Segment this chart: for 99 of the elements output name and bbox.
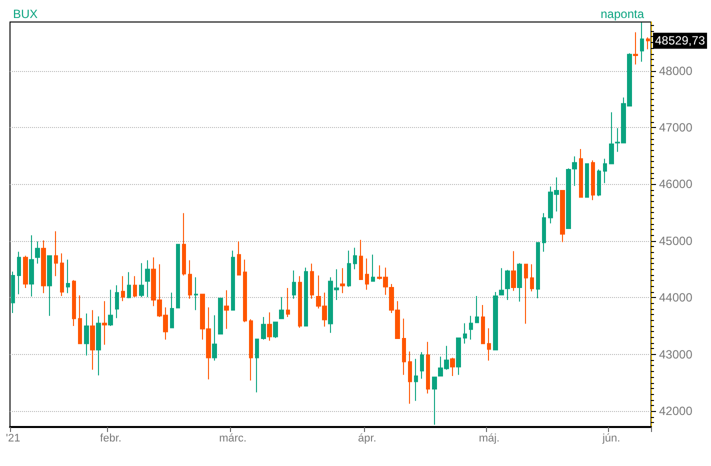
candlestick	[463, 322, 467, 344]
candlestick	[292, 270, 296, 300]
candlestick	[469, 315, 473, 340]
candlestick	[72, 280, 76, 327]
candlestick	[212, 314, 217, 362]
candlestick	[420, 352, 424, 380]
candlestick	[286, 288, 290, 318]
candlestick	[54, 230, 58, 277]
candlestick	[310, 263, 314, 300]
candlestick	[505, 269, 510, 300]
candlestick	[224, 290, 229, 330]
candlestick	[579, 148, 583, 198]
candlestick	[90, 310, 95, 370]
candlestick	[273, 322, 278, 338]
candlestick	[66, 259, 70, 294]
candlestick	[524, 264, 528, 324]
candlestick	[267, 312, 272, 342]
candlestick	[188, 260, 192, 300]
y-tick-label: 48000	[659, 64, 693, 78]
candlestick	[414, 358, 418, 402]
candlestick	[493, 292, 498, 350]
candlestick	[609, 112, 614, 164]
candlestick	[633, 32, 638, 66]
candlestick	[60, 252, 64, 296]
x-tick-label: ápr.	[358, 432, 376, 444]
candlestick	[261, 316, 266, 340]
candlestick	[340, 268, 345, 294]
y-tick-label: 42000	[659, 404, 693, 418]
candlestick	[536, 242, 540, 299]
candlestick	[560, 190, 565, 243]
candlestick	[139, 262, 144, 298]
candlestick	[481, 304, 485, 344]
candlestick	[499, 268, 504, 296]
x-tick-label: márc.	[219, 432, 247, 444]
candlestick	[402, 318, 406, 376]
candlestick	[243, 259, 247, 323]
candlestick	[121, 276, 125, 302]
y-tick-label: 47000	[659, 120, 693, 135]
candlestick	[29, 234, 34, 298]
candlestick	[603, 158, 607, 184]
y-tick-label: 43000	[659, 347, 693, 362]
candlestick	[456, 337, 461, 376]
candlestick	[365, 258, 369, 290]
candlestick	[176, 244, 180, 308]
candlestick	[115, 284, 119, 319]
candlestick	[353, 247, 357, 270]
candlestick	[11, 271, 15, 314]
candlestick	[182, 212, 186, 276]
candlestick	[255, 338, 259, 393]
candlestick	[530, 264, 534, 292]
candlestick	[426, 341, 430, 394]
candlestick	[542, 212, 546, 252]
candlestick	[231, 250, 235, 311]
candlestick	[450, 357, 455, 376]
candlestick	[359, 239, 363, 280]
candlestick	[279, 296, 284, 320]
candlestick	[78, 294, 82, 344]
y-tick-label: 44000	[659, 290, 693, 305]
candlestick	[298, 276, 302, 328]
x-tick-label: máj.	[478, 432, 500, 444]
candlestick	[218, 298, 223, 334]
candlestick	[585, 163, 589, 198]
candlestick	[108, 289, 113, 327]
candlestick	[517, 262, 522, 302]
candlestick	[35, 241, 40, 264]
candlestick	[487, 328, 491, 362]
candlestick	[133, 276, 137, 298]
candlestick	[347, 250, 351, 288]
candlestick	[47, 255, 52, 316]
candlestick	[597, 168, 601, 197]
candlestick	[96, 316, 101, 376]
candlestick	[475, 295, 479, 324]
x-tick-label: febr.	[100, 432, 122, 444]
candlestick	[145, 260, 150, 298]
x-tick-label: jún.	[601, 432, 620, 444]
candlestick	[127, 272, 131, 299]
y-tick-label: 45000	[659, 234, 693, 248]
chart-title: BUX	[13, 7, 38, 21]
candlestick	[84, 313, 89, 356]
candlestick	[511, 250, 516, 292]
candlestick	[17, 251, 21, 295]
y-tick-label: 46000	[659, 177, 693, 192]
candlestick	[646, 36, 650, 50]
candlestick	[371, 254, 375, 282]
candlestick	[249, 318, 253, 381]
candlestick	[170, 292, 174, 328]
candlestick	[237, 241, 241, 276]
candlestick	[41, 240, 46, 294]
candlestick	[194, 276, 198, 311]
chart-subtitle: naponta	[600, 7, 644, 21]
candlestick	[304, 267, 308, 327]
candlestick	[23, 255, 28, 289]
candlestick	[591, 160, 595, 201]
candlestick	[102, 300, 107, 346]
text: 48529,73	[655, 34, 706, 48]
candlestick	[640, 22, 644, 62]
candlestick	[432, 376, 437, 426]
candlestick	[408, 351, 412, 404]
x-tick-label: '21	[6, 432, 20, 444]
